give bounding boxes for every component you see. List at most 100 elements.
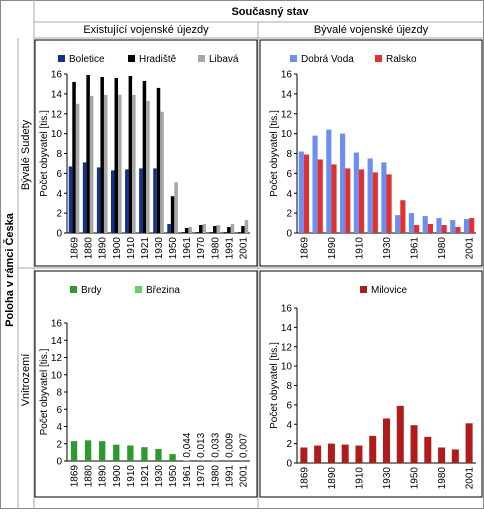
bar [442,225,447,233]
row-header: Vnitrozemí [20,354,32,407]
x-tick-label: 1961 [182,465,193,488]
value-label: 0,044 [182,432,193,457]
x-tick-label: 1930 [154,465,165,488]
legend-swatch [290,55,297,62]
bar [241,226,245,233]
y-tick-label: 12 [51,353,63,364]
x-tick-label: 1869 [70,465,81,488]
legend-swatch [135,286,142,293]
bar [129,76,133,233]
bar [466,423,473,463]
bar [383,418,390,463]
bar [118,95,122,233]
bar [141,447,147,461]
y-axis-label: Počet obyvatel [tis.] [269,110,280,197]
bar [326,130,331,233]
row-title: Poloha v rámci Česka [3,212,16,327]
y-tick-label: 4 [56,189,62,200]
x-tick-label: 1910 [354,237,365,260]
x-tick-label: 1950 [168,465,179,488]
y-tick-label: 0 [56,229,62,240]
legend-label: Milovice [371,285,408,296]
bar [104,95,108,233]
bar [202,224,206,233]
bar [127,445,133,461]
bar [210,232,214,233]
x-tick-label: 2001 [465,467,476,490]
x-tick-label: 1910 [126,237,137,260]
bar [83,162,87,233]
x-tick-label: 1980 [210,237,221,260]
y-tick-label: 0 [286,229,292,240]
y-tick-label: 14 [51,89,63,100]
legend-label: Boletice [69,54,105,65]
bar [99,441,105,461]
x-tick-label: 1991 [224,237,235,260]
bar [455,227,460,233]
y-tick-label: 4 [286,189,292,200]
bar [139,168,143,233]
bar [171,196,175,233]
bar [71,441,77,461]
y-tick-label: 10 [51,129,63,140]
y-tick-label: 6 [56,169,62,180]
bar [359,169,364,233]
y-axis-label: Počet obyvatel [tis.] [269,342,280,429]
bar [340,134,345,233]
x-tick-label: 1930 [154,237,165,260]
x-tick-label: 1869 [299,237,310,260]
y-tick-label: 2 [56,439,62,450]
bar [345,168,350,233]
y-tick-label: 12 [281,109,293,120]
bar [188,227,192,233]
column-header: Existující vojenské újezdy [83,24,209,36]
x-tick-label: 1970 [196,465,207,488]
bar [354,153,359,233]
y-tick-label: 0 [286,459,292,470]
legend-label: Hradiště [139,54,177,65]
bar [381,162,386,233]
bar [395,215,400,233]
legend-label: Březina [146,285,180,296]
bar [213,226,217,233]
bar [115,78,119,233]
bar [368,158,373,233]
y-axis-label: Počet obyvatel [tis.] [39,348,50,435]
bar [423,216,428,233]
bar [69,166,73,233]
bar [143,81,147,233]
bar [424,437,431,463]
bar [86,75,90,233]
bar [469,218,474,233]
x-tick-label: 1970 [196,237,207,260]
x-tick-label: 1980 [437,237,448,260]
bar [113,445,119,461]
bar [97,167,101,233]
legend-swatch [58,55,65,62]
bar [100,77,104,233]
bar [160,112,164,233]
bar [85,440,91,461]
y-tick-label: 16 [51,319,63,330]
y-tick-label: 2 [286,439,292,450]
y-tick-label: 2 [56,209,62,220]
x-tick-label: 1980 [437,467,448,490]
x-tick-label: 1900 [112,237,123,260]
x-tick-label: 1890 [98,465,109,488]
y-tick-label: 4 [56,422,62,433]
bar [397,406,404,463]
bar [72,82,76,233]
x-tick-label: 1961 [182,237,193,260]
y-tick-label: 0 [56,457,62,468]
bar [314,446,321,463]
bar [181,232,185,233]
y-tick-label: 10 [281,129,293,140]
y-tick-label: 10 [281,362,293,373]
y-tick-label: 8 [286,381,292,392]
bar [174,182,178,233]
x-tick-label: 1890 [98,237,109,260]
bar [411,425,418,463]
bar [76,104,80,233]
legend-swatch [375,55,382,62]
x-tick-label: 1961 [410,237,421,260]
